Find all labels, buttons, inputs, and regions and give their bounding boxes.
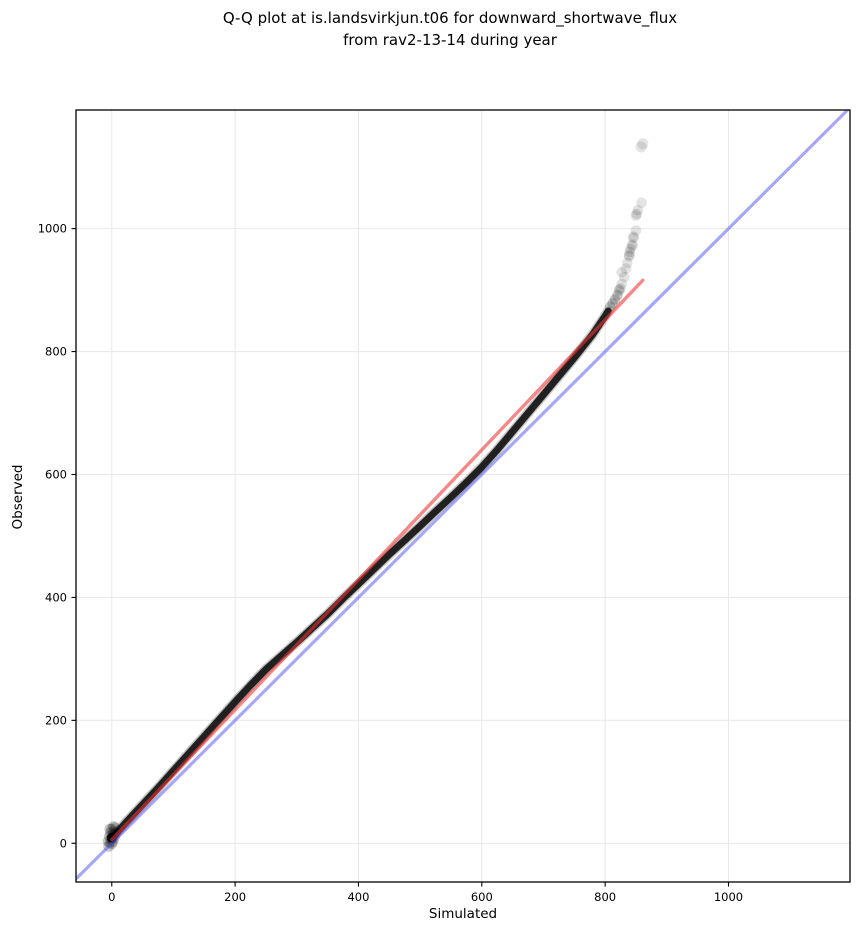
scatter-tail-point: [612, 289, 623, 301]
x-tick-label: 200: [224, 890, 246, 904]
scatter-outlier-point: [637, 138, 649, 150]
y-tick-label: 400: [45, 590, 67, 604]
scatter-tail-point: [636, 197, 647, 209]
scatter-tail-point: [623, 249, 635, 261]
x-tick-label: 1000: [714, 890, 743, 904]
scatter-tail-point: [607, 297, 618, 309]
scatter-tail-point: [632, 204, 644, 216]
y-tick-label: 800: [45, 345, 67, 359]
scatter-tail-point: [615, 282, 626, 294]
scatter-tail-point: [609, 294, 621, 306]
scatter-tail-point: [622, 257, 633, 269]
scatter-tail-point: [626, 240, 638, 252]
scatter-tail-point: [624, 246, 636, 258]
x-tick-label: 600: [471, 890, 493, 904]
scatter-tail-point: [614, 284, 625, 295]
scatter-tail-point: [631, 208, 642, 220]
scatter-tail-point: [614, 285, 625, 297]
scatter-tail-point: [620, 263, 632, 274]
scatter-tail-point: [618, 271, 630, 283]
scatter-band-core: [108, 307, 612, 842]
scatter-tail-point: [628, 231, 639, 242]
scatter-tail-point: [623, 250, 635, 262]
y-tick-label: 0: [60, 836, 67, 850]
x-tick-label: 0: [108, 890, 115, 904]
scatter-outlier-point: [635, 141, 647, 153]
chart-title-line2: from rav2-13-14 during year: [343, 31, 557, 49]
x-axis-label: Simulated: [428, 906, 498, 922]
y-tick-label: 600: [45, 467, 67, 481]
chart-title: Q-Q plot at is.landsvirkjun.t06 for down…: [223, 7, 677, 51]
axes-frame: [75, 109, 851, 883]
scatter-tail-point: [628, 232, 639, 244]
scatter-tail-point: [604, 301, 616, 312]
scatter-tail-point: [616, 266, 628, 278]
scatter-point-origin: [104, 823, 116, 835]
chart-title-line1: Q-Q plot at is.landsvirkjun.t06 for down…: [222, 9, 678, 27]
scatter-tail-point: [625, 243, 636, 255]
identity-line: [76, 110, 850, 882]
x-tick-label: 400: [347, 890, 369, 904]
scatter-tail-point: [630, 225, 642, 236]
scatter-tail-point: [616, 278, 628, 290]
y-tick-label: 1000: [38, 222, 67, 236]
fit-line: [110, 278, 645, 842]
y-tick-label: 200: [45, 713, 67, 727]
scatter-tail-point: [607, 298, 618, 309]
x-tick-label: 800: [594, 890, 616, 904]
scatter-tail-point: [612, 290, 623, 301]
data-layer: [76, 110, 850, 882]
scatter-tail-point: [609, 294, 621, 305]
scatter-tail-point: [630, 210, 642, 222]
scatter-tail-point: [626, 239, 638, 250]
